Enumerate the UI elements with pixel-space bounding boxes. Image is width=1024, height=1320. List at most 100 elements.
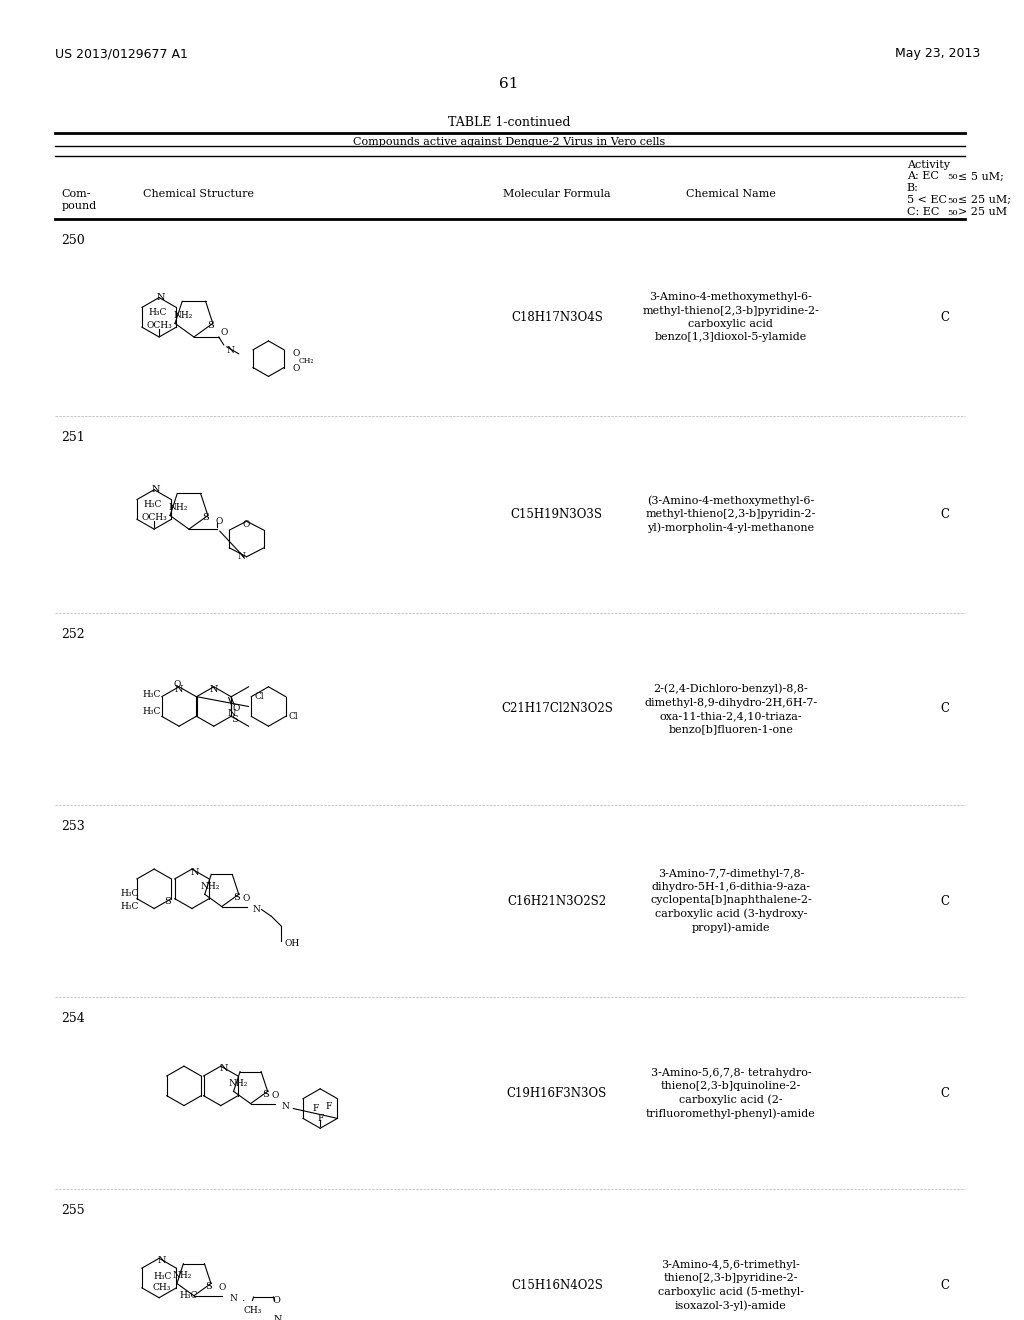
Text: CH₃: CH₃ [153, 1283, 171, 1292]
Text: C21H17Cl2N3O2S: C21H17Cl2N3O2S [501, 702, 612, 715]
Text: ≤ 5 uM;: ≤ 5 uM; [957, 172, 1004, 181]
Text: Chemical Structure: Chemical Structure [143, 189, 254, 199]
Text: N: N [227, 709, 236, 718]
Text: 251: 251 [61, 430, 85, 444]
Text: May 23, 2013: May 23, 2013 [895, 48, 980, 61]
Text: N: N [175, 685, 183, 694]
Text: N: N [229, 1294, 238, 1303]
Text: H₃C: H₃C [179, 1291, 198, 1300]
Text: Chemical Name: Chemical Name [686, 189, 776, 199]
Text: 50: 50 [947, 173, 958, 181]
Text: N: N [152, 486, 161, 494]
Text: S: S [203, 513, 209, 521]
Text: O: O [272, 1296, 281, 1305]
Text: NH₂: NH₂ [168, 503, 187, 512]
Text: CH₂: CH₂ [299, 356, 314, 364]
Text: 61: 61 [500, 77, 519, 91]
Text: C: C [940, 508, 949, 521]
Text: 255: 255 [61, 1204, 85, 1217]
Text: C: C [940, 310, 949, 323]
Text: H₃C: H₃C [142, 690, 161, 700]
Text: 250: 250 [61, 234, 85, 247]
Text: N: N [210, 685, 218, 694]
Text: N: N [158, 1255, 166, 1265]
Text: > 25 uM: > 25 uM [957, 207, 1007, 216]
Text: OCH₃: OCH₃ [146, 321, 172, 330]
Text: NH₂: NH₂ [172, 1271, 191, 1280]
Text: O: O [243, 520, 250, 529]
Text: O: O [218, 1283, 225, 1292]
Text: C: EC: C: EC [907, 207, 939, 216]
Text: N: N [226, 346, 234, 355]
Text: O: O [271, 1092, 280, 1101]
Text: OH: OH [285, 940, 300, 949]
Text: H₃C: H₃C [143, 500, 162, 510]
Text: CH₃: CH₃ [244, 1307, 261, 1315]
Text: ≤ 25 uM;: ≤ 25 uM; [957, 195, 1011, 205]
Text: Compounds active against Dengue-2 Virus in Vero cells: Compounds active against Dengue-2 Virus … [353, 137, 666, 147]
Text: Cl: Cl [289, 711, 298, 721]
Text: S: S [208, 321, 214, 330]
Text: S: S [233, 892, 241, 902]
Text: NH₂: NH₂ [228, 1078, 248, 1088]
Text: 3-Amino-4,5,6-trimethyl-
thieno[2,3-b]pyridine-2-
carboxylic acid (5-methyl-
iso: 3-Amino-4,5,6-trimethyl- thieno[2,3-b]py… [657, 1259, 804, 1311]
Text: S: S [230, 715, 238, 723]
Text: B:: B: [907, 183, 919, 193]
Text: O: O [173, 680, 180, 689]
Text: US 2013/0129677 A1: US 2013/0129677 A1 [54, 48, 187, 61]
Text: O: O [293, 350, 300, 358]
Text: S: S [164, 898, 171, 906]
Text: C16H21N3O2S2: C16H21N3O2S2 [507, 895, 606, 908]
Text: 252: 252 [61, 628, 85, 640]
Text: F: F [317, 1114, 324, 1123]
Text: H₃C: H₃C [121, 902, 139, 911]
Text: 2-(2,4-Dichloro-benzyl)-8,8-
dimethyl-8,9-dihydro-2H,6H-7-
oxa-11-thia-2,4,10-tr: 2-(2,4-Dichloro-benzyl)-8,8- dimethyl-8,… [644, 684, 817, 734]
Text: C: C [940, 702, 949, 715]
Text: C15H19N3O3S: C15H19N3O3S [511, 508, 603, 521]
Text: F: F [325, 1102, 332, 1111]
Text: N: N [282, 1102, 290, 1111]
Text: NH₂: NH₂ [173, 312, 193, 319]
Text: OCH₃: OCH₃ [141, 512, 167, 521]
Text: 3-Amino-5,6,7,8- tetrahydro-
thieno[2,3-b]quinoline-2-
carboxylic acid (2-
trifl: 3-Amino-5,6,7,8- tetrahydro- thieno[2,3-… [646, 1068, 816, 1119]
Text: 253: 253 [61, 820, 85, 833]
Text: TABLE 1-continued: TABLE 1-continued [447, 116, 570, 129]
Text: H₃C: H₃C [148, 308, 166, 317]
Text: Com-
pound: Com- pound [61, 189, 97, 211]
Text: O: O [215, 516, 222, 525]
Text: Activity: Activity [907, 160, 950, 170]
Text: NH₂: NH₂ [200, 882, 219, 891]
Text: 3-Amino-7,7-dimethyl-7,8-
dihydro-5H-1,6-dithia-9-aza-
cyclopenta[b]naphthalene-: 3-Amino-7,7-dimethyl-7,8- dihydro-5H-1,6… [650, 869, 812, 933]
Text: C: C [940, 1086, 949, 1100]
Text: N: N [273, 1315, 282, 1320]
Text: N: N [238, 552, 246, 561]
Text: S: S [206, 1282, 212, 1291]
Text: N: N [157, 293, 165, 302]
Text: 3-Amino-4-methoxymethyl-6-
methyl-thieno[2,3-b]pyridine-2-
carboxylic acid
benzo: 3-Amino-4-methoxymethyl-6- methyl-thieno… [642, 293, 819, 342]
Text: O: O [293, 364, 300, 374]
Text: 50: 50 [947, 209, 958, 216]
Text: H₃C: H₃C [142, 708, 161, 715]
Text: Molecular Formula: Molecular Formula [503, 189, 610, 199]
Text: H₃C: H₃C [121, 890, 139, 898]
Text: O: O [232, 704, 240, 713]
Text: 5 < EC: 5 < EC [907, 195, 947, 205]
Text: N: N [253, 906, 260, 913]
Text: 254: 254 [61, 1012, 85, 1024]
Text: C19H16F3N3OS: C19H16F3N3OS [507, 1086, 607, 1100]
Text: Cl: Cl [254, 692, 264, 701]
Text: N: N [219, 1064, 228, 1073]
Text: S: S [262, 1090, 269, 1098]
Text: C: C [940, 1279, 949, 1292]
Text: O: O [220, 327, 227, 337]
Text: C18H17N3O4S: C18H17N3O4S [511, 310, 603, 323]
Text: O: O [243, 894, 250, 903]
Text: C15H16N4O2S: C15H16N4O2S [511, 1279, 603, 1292]
Text: A: EC: A: EC [907, 172, 939, 181]
Text: H₃C: H₃C [153, 1271, 171, 1280]
Text: F: F [312, 1104, 318, 1113]
Text: (3-Amino-4-methoxymethyl-6-
methyl-thieno[2,3-b]pyridin-2-
yl)-morpholin-4-yl-me: (3-Amino-4-methoxymethyl-6- methyl-thien… [646, 495, 816, 533]
Text: 50: 50 [947, 197, 958, 205]
Text: N: N [190, 867, 199, 876]
Text: C: C [940, 895, 949, 908]
